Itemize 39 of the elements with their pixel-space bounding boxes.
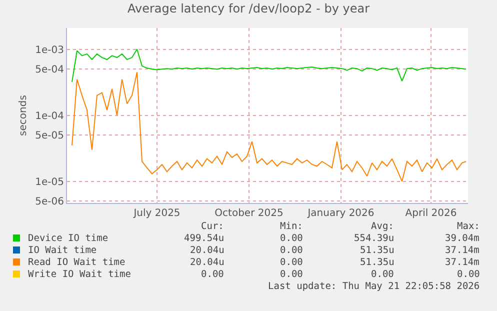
text: 51.35u	[360, 257, 394, 268]
x-tick-label: April 2026	[405, 208, 457, 219]
text: 0.00	[280, 245, 304, 256]
text: 499.54u	[184, 233, 224, 244]
legend-label: Write IO Wait time	[28, 269, 132, 280]
text: 37.14m	[445, 245, 480, 256]
y-tick-label: 1e-05	[35, 176, 64, 188]
text: 51.35u	[360, 245, 394, 256]
y-tick-label: 5e-05	[35, 130, 64, 142]
line-series	[72, 48, 466, 82]
text: Min:	[280, 221, 303, 232]
line-series	[72, 72, 466, 182]
y-tick-label: 1e-04	[35, 110, 64, 122]
text: Last update: Thu May 21 22:05:58 2026	[268, 281, 480, 292]
text: 0.00	[201, 269, 224, 280]
text: Avg:	[371, 221, 394, 232]
legend-label: Device IO time	[28, 233, 108, 244]
text: 554.39u	[354, 233, 394, 244]
text: Cur:	[201, 221, 224, 232]
y-tick-label: 1e-03	[35, 44, 64, 56]
text: 37.14m	[445, 257, 480, 268]
y-tick-label: 5e-06	[35, 196, 64, 208]
chart-title: Average latency for /dev/loop2 - by year	[127, 1, 370, 16]
text: 0.00	[371, 269, 394, 280]
text: Max:	[457, 221, 480, 232]
x-tick-label: January 2026	[306, 208, 374, 219]
legend-label: Read IO Wait time	[28, 257, 126, 268]
text: 39.04m	[445, 233, 480, 244]
y-axis-title: seconds	[18, 95, 30, 136]
x-tick-label: October 2025	[214, 208, 284, 219]
text: 0.00	[280, 257, 304, 268]
text: 20.04u	[190, 245, 224, 256]
text: 20.04u	[190, 257, 224, 268]
legend-label: IO Wait time	[28, 245, 97, 256]
x-tick-label: July 2025	[132, 208, 180, 219]
text: 0.00	[280, 233, 304, 244]
y-tick-label: 5e-04	[35, 64, 64, 76]
text: 0.00	[280, 269, 304, 280]
text: 0.00	[457, 269, 480, 280]
